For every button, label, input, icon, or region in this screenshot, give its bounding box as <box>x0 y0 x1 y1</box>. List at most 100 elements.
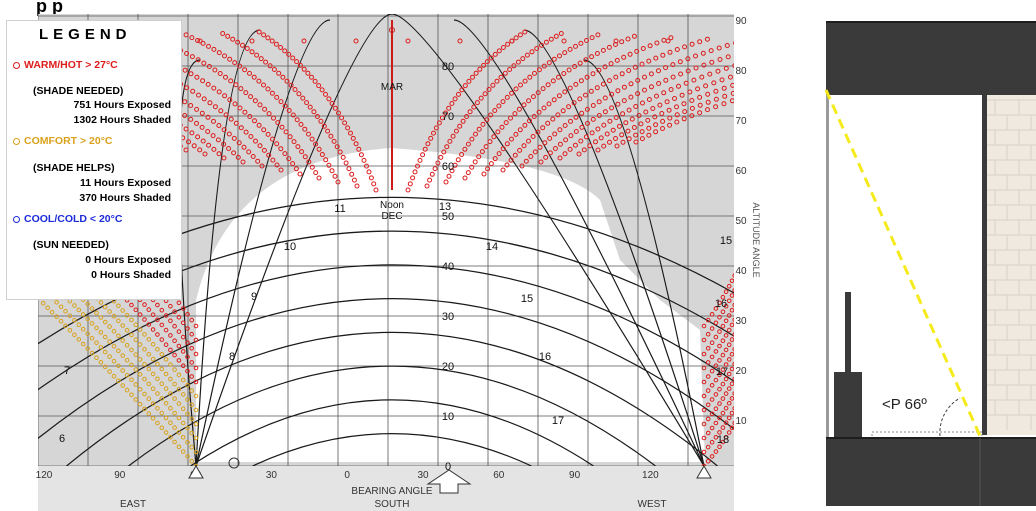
sun-hour-dot <box>609 91 615 97</box>
sun-hour-dot <box>205 114 211 120</box>
sun-hour-dot <box>621 84 627 90</box>
sun-hour-dot <box>250 154 256 159</box>
sun-hour-dot <box>689 105 695 111</box>
sun-hour-dot <box>664 99 670 105</box>
sun-hour-dot <box>717 386 722 392</box>
sun-hour-dot <box>499 124 505 130</box>
sun-hour-dot <box>258 56 264 62</box>
sun-hour-dot <box>653 55 659 61</box>
sun-hour-dot <box>677 59 683 65</box>
sun-hour-dot <box>467 109 473 115</box>
sun-hour-dot <box>517 127 523 133</box>
altitude-tick-label: 40 <box>735 266 747 277</box>
sun-hour-dot <box>244 46 250 51</box>
sun-hour-dot <box>676 83 681 89</box>
sun-hour-dot <box>557 155 563 161</box>
center-altitude-label: 70 <box>442 111 454 123</box>
sun-hour-dot <box>137 357 143 362</box>
sun-hour-dot <box>2 40 6 44</box>
sun-hour-dot <box>590 103 596 108</box>
sun-hour-dot <box>557 127 563 133</box>
sun-hour-dot <box>462 175 468 181</box>
sun-hour-dot <box>172 323 177 329</box>
sun-hour-dot <box>578 40 584 46</box>
sun-hour-dot <box>566 104 572 110</box>
sun-hour-dot <box>405 187 411 193</box>
sun-hour-dot <box>709 354 715 360</box>
sun-hour-dot <box>701 449 707 455</box>
altitude-tick-label: 70 <box>735 116 747 127</box>
sun-hour-dot <box>364 163 369 169</box>
sun-hour-dot <box>534 46 540 51</box>
sun-hour-dot <box>674 119 680 125</box>
sun-hour-dot <box>579 124 585 130</box>
sun-hour-dot <box>283 129 289 135</box>
altitude-axis-strip <box>734 14 756 466</box>
floor-slab <box>826 438 1036 506</box>
bearing-curve-east <box>195 19 331 466</box>
sun-hour-dot <box>649 84 654 90</box>
sun-hour-dot <box>732 317 734 322</box>
sun-hour-dot <box>654 40 660 46</box>
sun-hour-dot <box>567 46 573 52</box>
sun-hour-dot <box>348 130 353 136</box>
sun-hour-dot <box>248 134 254 139</box>
sun-hour-dot <box>628 81 634 87</box>
sun-hour-dot <box>723 391 729 396</box>
sun-hour-dot <box>189 388 194 393</box>
sun-hour-dot <box>206 43 211 49</box>
sun-hour-dot <box>720 323 726 329</box>
sun-hour-dot <box>184 51 190 56</box>
sun-hour-dot <box>185 312 190 317</box>
sun-hour-dot <box>633 104 639 109</box>
sun-hour-dot <box>242 67 248 73</box>
sun-hour-dot <box>786 48 790 52</box>
sun-hour-dot <box>98 330 104 335</box>
sun-hour-dot <box>120 383 125 388</box>
sun-hour-dot <box>172 309 177 315</box>
sun-hour-dot <box>111 328 117 334</box>
sun-hour-dot <box>583 57 589 63</box>
direction-west-label: WEST <box>638 499 667 510</box>
sun-hour-dot <box>636 113 642 118</box>
sun-hour-dot <box>732 420 734 426</box>
sun-hour-dot <box>729 337 734 342</box>
sun-hour-dot <box>523 158 529 164</box>
sun-hour-dot <box>146 366 152 372</box>
sun-hour-dot <box>578 78 584 84</box>
sun-hour-dot <box>180 349 186 354</box>
sun-hour-dot <box>232 101 238 107</box>
sun-hour-dot <box>278 167 284 173</box>
sun-hour-dot <box>129 392 134 398</box>
sun-hour-dot <box>85 346 90 351</box>
sun-hour-dot <box>180 406 186 412</box>
sun-hour-dot <box>191 143 197 149</box>
sun-hour-dot <box>536 109 542 115</box>
hour-label-left: 7 <box>64 365 70 377</box>
sun-hour-dot <box>183 126 189 132</box>
bearing-tick-label: 90 <box>569 470 581 481</box>
sun-hour-dot <box>193 351 199 357</box>
sun-hour-dot <box>733 41 734 45</box>
mar-label: MAR <box>381 82 403 93</box>
sun-hour-dot <box>663 65 669 71</box>
sun-hour-dot <box>185 397 190 402</box>
sun-hour-dot <box>172 367 177 372</box>
sun-hour-dot <box>460 118 466 124</box>
sun-hour-dot <box>705 99 711 105</box>
sun-hour-dot <box>469 164 475 170</box>
sun-hour-dot <box>433 125 439 131</box>
legend-panel: LEGEND WARM/HOT > 27°C (SHADE NEEDED) 75… <box>6 20 182 300</box>
sun-hour-dot <box>732 361 734 367</box>
sun-hour-dot <box>185 326 190 331</box>
sun-hour-dot <box>652 114 658 120</box>
sun-hour-dot <box>462 146 468 152</box>
sun-hour-dot <box>502 70 508 76</box>
sun-hour-dot <box>201 60 207 66</box>
sun-hour-dot <box>572 142 578 148</box>
sun-hour-dot <box>508 157 514 163</box>
sun-hour-dot <box>531 114 537 119</box>
sun-hour-dot <box>180 306 186 311</box>
sun-hour-dot <box>248 94 254 100</box>
